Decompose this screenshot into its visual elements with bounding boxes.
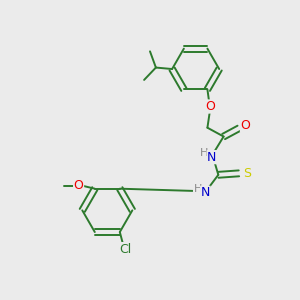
Text: O: O [74,179,83,192]
Text: N: N [207,151,217,164]
Text: H: H [200,148,208,158]
Text: O: O [205,100,215,113]
Text: N: N [201,186,210,199]
Text: H: H [194,184,202,194]
Text: Cl: Cl [119,243,131,256]
Text: O: O [241,119,250,132]
Text: S: S [243,167,251,180]
